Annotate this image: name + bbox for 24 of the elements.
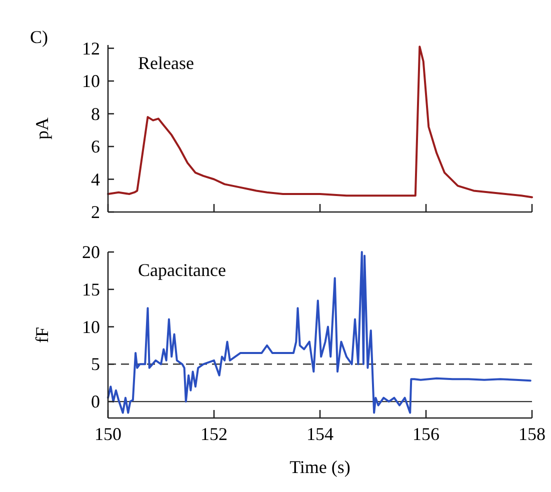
x-tick-label: 154: [306, 424, 334, 444]
x-tick-label: 152: [200, 424, 228, 444]
y-tick-label: 12: [82, 38, 100, 58]
line-series: [107, 46, 533, 198]
line-series: [107, 251, 532, 414]
y-axis-title: fF: [32, 326, 52, 344]
x-axis-title: Time (s): [290, 457, 350, 477]
x-tick-label: 158: [518, 424, 546, 444]
y-tick-label: 2: [91, 202, 100, 222]
y-tick-label: 0: [91, 392, 100, 412]
text: C): [30, 27, 48, 47]
text: Capacitance: [138, 260, 226, 280]
y-axis-title: pA: [32, 118, 52, 140]
y-tick-label: 4: [91, 169, 100, 190]
y-tick-label: 15: [82, 279, 100, 300]
y-tick-label: 5: [91, 354, 100, 374]
y-tick-label: 20: [82, 242, 100, 262]
y-tick-label: 6: [91, 136, 100, 157]
y-tick-label: 10: [82, 316, 100, 337]
y-tick-label: 8: [91, 104, 100, 124]
chart-title: Release: [138, 53, 194, 73]
x-tick-label: 156: [412, 424, 440, 444]
x-tick-label: 150: [94, 424, 122, 444]
y-tick-label: 10: [82, 71, 100, 92]
